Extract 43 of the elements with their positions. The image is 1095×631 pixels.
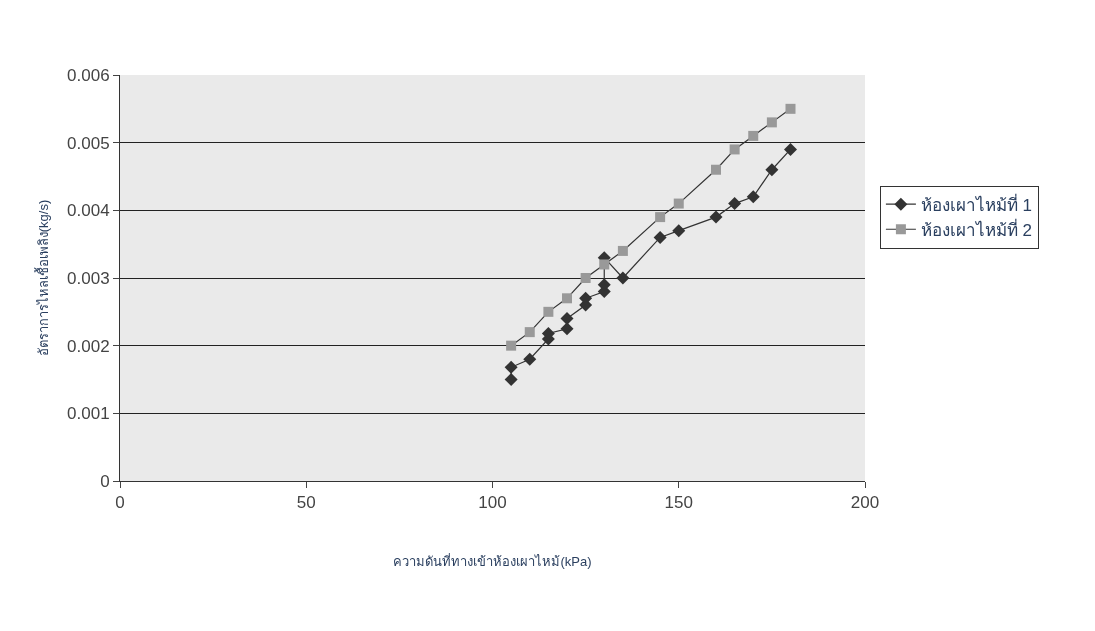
point <box>504 360 518 374</box>
x-tick-label: 50 <box>296 493 316 513</box>
text: 0 <box>100 471 110 491</box>
x-tick-label: 200 <box>850 493 880 513</box>
legend-label: ห้องเผาไหม้ที่ 1 <box>920 192 1033 215</box>
point <box>524 327 535 338</box>
point <box>748 130 759 141</box>
x-tick-label: 100 <box>478 493 507 513</box>
point <box>523 352 537 366</box>
point <box>599 259 610 270</box>
x-axis-title: ความดันที่ทางเข้าห้องเผาไหม้(kPa) <box>393 553 592 569</box>
point <box>616 271 630 285</box>
point <box>655 212 666 223</box>
point <box>766 117 777 128</box>
point <box>785 103 796 114</box>
point <box>746 190 760 204</box>
x-tick-label: 0 <box>115 493 125 513</box>
point <box>729 144 740 155</box>
y-tick-label: 0.001 <box>67 404 110 424</box>
y-axis-title: อัตราการไหลเชื้อเพลิง(kg/s) <box>34 199 51 357</box>
point <box>617 245 628 256</box>
point <box>673 198 684 209</box>
y-tick-label: 0.003 <box>67 268 110 288</box>
point <box>504 373 518 386</box>
y-tick-label: 0.002 <box>67 336 110 356</box>
point <box>560 312 574 326</box>
x-tick-label: 150 <box>664 493 693 513</box>
y-tick-label: 0.006 <box>67 65 110 85</box>
point <box>672 224 686 238</box>
point <box>784 142 797 156</box>
point <box>711 164 721 175</box>
point <box>709 210 723 224</box>
point <box>728 197 742 211</box>
point <box>506 340 517 351</box>
point <box>543 306 554 317</box>
point <box>562 293 572 304</box>
y-tick-label: 0.004 <box>67 201 110 221</box>
point <box>580 273 591 283</box>
y-tick-label: 0.005 <box>67 133 110 153</box>
point <box>653 230 667 244</box>
point <box>765 163 779 177</box>
legend-label: ห้องเผาไหม้ที่ 2 <box>920 217 1033 240</box>
point <box>560 322 574 336</box>
